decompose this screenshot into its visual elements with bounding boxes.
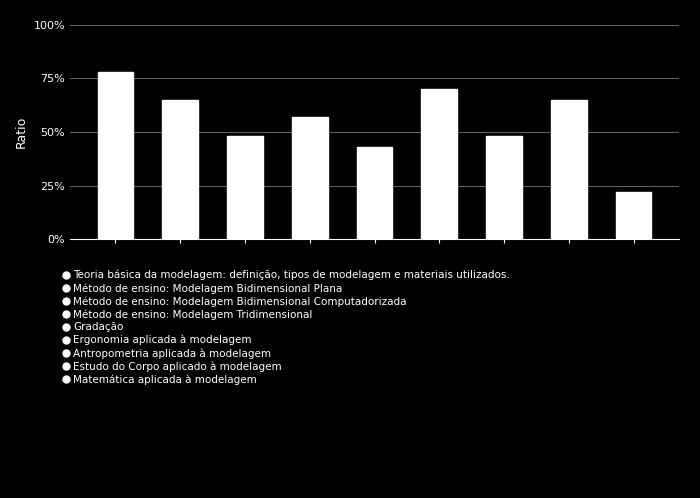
Bar — [486, 136, 522, 239]
Bar — [421, 89, 457, 239]
Bar — [616, 192, 651, 239]
Bar — [162, 100, 198, 239]
Y-axis label: Ratio: Ratio — [15, 116, 28, 148]
Legend: Teoria básica da modelagem: definição, tipos de modelagem e materiais utilizados: Teoria básica da modelagem: definição, t… — [63, 270, 510, 385]
Bar — [357, 147, 392, 239]
Bar — [228, 136, 262, 239]
Bar — [98, 72, 133, 239]
Bar — [551, 100, 587, 239]
Bar — [292, 117, 328, 239]
